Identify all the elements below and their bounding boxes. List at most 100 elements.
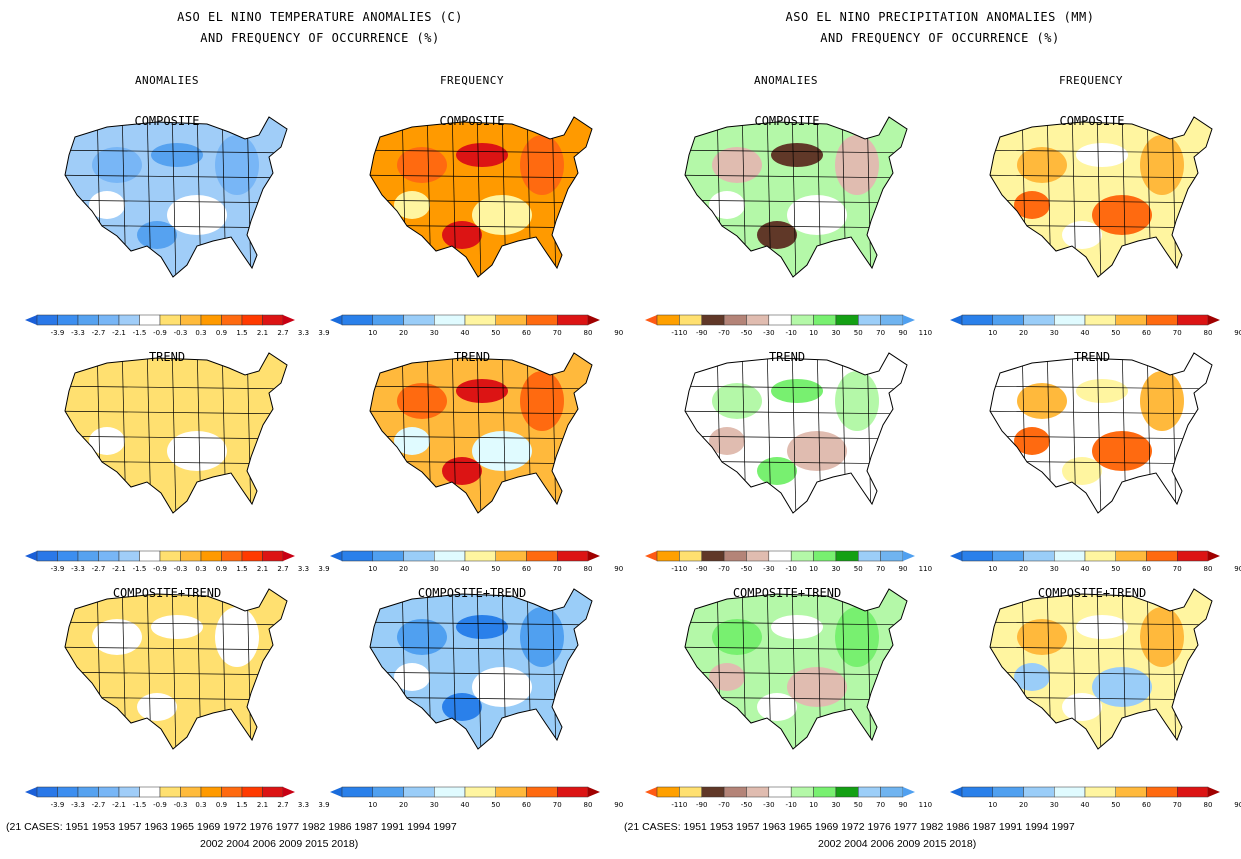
colorbar-box <box>36 314 58 326</box>
colorbar-box <box>813 314 837 326</box>
colorbar-tick-label: -2.7 <box>92 329 106 337</box>
panel-label: TREND <box>769 350 805 364</box>
colorbar-box <box>98 314 120 326</box>
colorbar-tick-label: 90 <box>899 329 908 337</box>
colorbar-tick-label: 0.9 <box>216 329 227 337</box>
colorbar-tick-label: 40 <box>461 565 470 573</box>
colorbar-arrow-right <box>588 551 600 561</box>
colorbar-tick-label: -3.3 <box>71 801 85 809</box>
anomaly-patch <box>1017 383 1067 419</box>
colorbar-box <box>557 550 589 562</box>
colorbar-arrow-left <box>25 315 37 325</box>
colorbar-box <box>656 786 680 798</box>
colorbar-tick-label: -1.5 <box>133 565 147 573</box>
anomaly-patch <box>835 607 879 667</box>
anomaly-patch <box>151 379 203 403</box>
colorbar-box <box>118 550 140 562</box>
anomaly-patch <box>394 191 430 219</box>
colorbar-arrow-left <box>645 787 657 797</box>
colorbar-tick-label: 3.9 <box>318 329 329 337</box>
map-panel: TREND -3.9 -3.3 -2.7 -2.1 -1.5 -0.9 -0.3 0.3 0.9 1… <box>25 350 330 573</box>
colorbar-tick-label: -3.9 <box>51 565 65 573</box>
colorbar-tick-label: -1.5 <box>133 329 147 337</box>
colorbar-arrow-right <box>1208 315 1220 325</box>
colorbar-box <box>835 550 859 562</box>
panel-label: TREND <box>149 350 185 364</box>
anomaly-patch <box>1014 663 1050 691</box>
colorbar-tick-label: -2.1 <box>112 801 126 809</box>
anomaly-patch <box>1076 379 1128 403</box>
colorbar-tick-label: 3.3 <box>298 329 309 337</box>
colorbar-arrow-left <box>25 787 37 797</box>
map-panel: COMPOSITE -3.9 -3.3 -2.7 -2.1 -1.5 -0.9 -0.3 0.3… <box>25 114 330 337</box>
anomaly-patch <box>89 427 125 455</box>
map-panel: COMPOSITE 10 20 30 40 50 60 70 80 90 <box>950 114 1241 337</box>
colorbar-tick-label: 30 <box>430 801 439 809</box>
colorbar-box <box>1054 314 1086 326</box>
colorbar-tick-label: 10 <box>809 565 818 573</box>
colorbar-box <box>790 314 814 326</box>
map-panel: TREND 10 20 30 40 50 60 70 80 90 <box>950 350 1241 573</box>
colorbar-tick-label: 50 <box>491 329 500 337</box>
anomaly-patch <box>1062 693 1102 721</box>
colorbar-tick-label: -3.3 <box>71 565 85 573</box>
colorbar-box <box>768 550 792 562</box>
anomaly-patch <box>1014 191 1050 219</box>
colorbar-box <box>77 786 99 798</box>
colorbar-tick-label: 90 <box>899 565 908 573</box>
colorbar-box <box>159 314 181 326</box>
colorbar-tick-label: 1.5 <box>236 329 247 337</box>
colorbar: -3.9 -3.3 -2.7 -2.1 -1.5 -0.9 -0.3 0.3 0.9 1.5 2.1… <box>25 786 330 809</box>
colorbar-tick-label: 30 <box>831 565 840 573</box>
anomaly-patch <box>712 619 762 655</box>
colorbar-box <box>701 314 725 326</box>
anomaly-patch <box>456 615 508 639</box>
colorbar-tick-label: 110 <box>919 565 932 573</box>
colorbar-arrow-left <box>950 315 962 325</box>
colorbar-tick-label: -3.3 <box>71 329 85 337</box>
colorbar-tick-label: 1.5 <box>236 801 247 809</box>
colorbar-tick-label: 20 <box>399 565 408 573</box>
anomaly-patch <box>1014 427 1050 455</box>
colorbar-box <box>992 314 1024 326</box>
colorbar-box <box>241 786 263 798</box>
colorbar-box <box>679 314 702 326</box>
anomaly-patch <box>520 371 564 431</box>
colorbar-tick-label: 80 <box>1204 801 1213 809</box>
anomaly-patch <box>1017 147 1067 183</box>
colorbar-box <box>341 550 373 562</box>
colorbar-box <box>464 314 496 326</box>
colorbar-box <box>98 786 120 798</box>
colorbar-box <box>221 550 243 562</box>
colorbar-tick-label: 50 <box>491 801 500 809</box>
colorbar-box <box>57 786 79 798</box>
colorbar-tick-label: -50 <box>741 565 752 573</box>
map-panel: TREND 10 20 30 40 50 60 70 80 90 <box>330 350 623 573</box>
anomaly-patch <box>215 371 259 431</box>
colorbar-tick-label: 70 <box>1173 565 1182 573</box>
colorbar: -3.9 -3.3 -2.7 -2.1 -1.5 -0.9 -0.3 0.3 0.9 1.5 2.1… <box>25 314 330 337</box>
colorbar-box <box>880 314 904 326</box>
colorbar-tick-label: 30 <box>831 329 840 337</box>
colorbar-tick-label: -2.1 <box>112 565 126 573</box>
anomaly-patch <box>712 383 762 419</box>
colorbar-box <box>139 550 161 562</box>
colorbar-box <box>961 314 993 326</box>
colorbar-box <box>1146 550 1178 562</box>
colorbar-tick-label: 70 <box>876 801 885 809</box>
colorbar-box <box>992 786 1024 798</box>
colorbar-tick-label: 70 <box>553 565 562 573</box>
anomaly-patch <box>397 619 447 655</box>
panel-label: TREND <box>1074 350 1110 364</box>
colorbar-tick-label: -0.3 <box>174 801 188 809</box>
anomaly-patch <box>137 221 177 249</box>
colorbar-tick-label: 40 <box>1081 565 1090 573</box>
colorbar-tick-label: -70 <box>718 329 729 337</box>
colorbar-tick-label: 60 <box>1142 329 1151 337</box>
anomaly-patch <box>1092 195 1152 235</box>
colorbar-tick-label: 80 <box>584 801 593 809</box>
colorbar-box <box>1115 550 1147 562</box>
colorbar-box <box>1023 314 1055 326</box>
colorbar-tick-label: 20 <box>1019 329 1028 337</box>
colorbar-tick-label: 20 <box>399 329 408 337</box>
